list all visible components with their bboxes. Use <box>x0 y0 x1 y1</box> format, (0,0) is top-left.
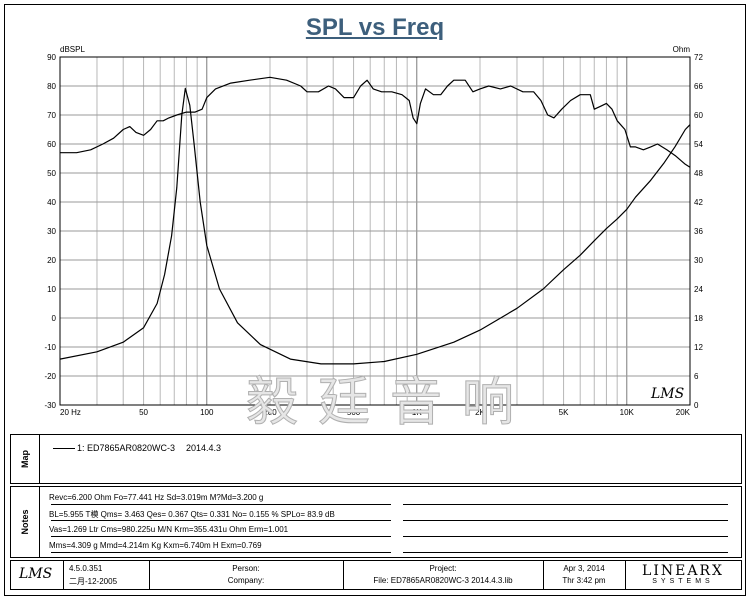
map-label: Map <box>20 450 30 468</box>
build-date-text: 二月-12-2005 <box>69 577 118 586</box>
footer-brand-cell: LINEARX SYSTEMS <box>625 561 741 589</box>
linearx-logo: LINEARX <box>642 563 724 579</box>
x-tick-label: 100 <box>200 408 214 417</box>
right-y-tick-label: 66 <box>694 82 703 91</box>
note-rule <box>403 552 728 553</box>
linearx-subtitle: SYSTEMS <box>652 578 714 585</box>
x-tick-label: 5K <box>559 408 569 417</box>
lms-logo: LMS <box>19 566 53 582</box>
legend-swatch <box>53 448 75 449</box>
company-label: Company: <box>227 576 265 585</box>
notes-label: Notes <box>20 509 30 535</box>
x-tick-label: 500 <box>347 408 361 417</box>
lms-mark: LMS <box>650 386 684 402</box>
plot-grid <box>60 57 690 405</box>
left-y-tick-label: 10 <box>47 285 56 294</box>
right-axis-unit-label: Ohm <box>673 45 691 54</box>
version-text: 4.5.0.351 <box>69 564 103 573</box>
note-rule <box>403 504 728 505</box>
project-label: Project: <box>429 564 457 573</box>
series-lines <box>59 76 691 365</box>
left-y-tick-label: -20 <box>44 372 56 381</box>
left-y-tick-label: 80 <box>47 82 56 91</box>
left-y-tick-label: 60 <box>47 140 56 149</box>
x-tick-label: 20 Hz <box>60 408 81 417</box>
left-y-tick-label: 40 <box>47 198 56 207</box>
watermark-text: 毅廷音响 <box>246 373 534 430</box>
left-y-tick-label: 90 <box>47 53 56 62</box>
footer-date-cell: Apr 3, 2014 Thr 3:42 pm <box>543 561 626 589</box>
footer-project-cell: Project: File: ED7865AR0820WC-3 2014.4.3… <box>343 561 544 589</box>
print-time: Thr 3:42 pm <box>562 576 606 585</box>
axis-ticks: 20 Hz 50 100 200 500 1K 2K 5K 10K 20K-30-20-10010… <box>44 53 703 417</box>
page-frame <box>4 4 746 596</box>
note-rule <box>51 536 391 537</box>
notes-panel: Notes Revc=6.200 Ohm Fo=77.441 Hz Sd=3.0… <box>10 486 742 558</box>
notes-side-label: Notes <box>11 487 40 557</box>
left-y-tick-label: 0 <box>52 314 57 323</box>
spl-impedance-chart: 20 Hz 50 100 200 500 1K 2K 5K 10K 20K-30-20-10010… <box>44 45 703 430</box>
right-y-tick-label: 72 <box>694 53 703 62</box>
legend-date: 2014.4.3 <box>186 443 222 453</box>
left-y-tick-label: -30 <box>44 401 56 410</box>
plot-area-border <box>59 56 691 406</box>
right-y-tick-label: 24 <box>694 285 703 294</box>
note-rule <box>51 552 391 553</box>
x-tick-label: 200 <box>263 408 277 417</box>
note-line-4: Mms=4.309 g Mmd=4.214m Kg Kxm=6.740m H E… <box>49 541 262 550</box>
note-line-1: Revc=6.200 Ohm Fo=77.441 Hz Sd=3.019m M?… <box>49 493 264 502</box>
title-block-footer: LMS 4.5.0.351 二月-12-2005 Person: Company… <box>10 560 742 590</box>
right-y-tick-label: 30 <box>694 256 703 265</box>
note-line-2: BL=5.955 T模 Qms= 3.463 Qes= 0.367 Qts= 0… <box>49 510 335 519</box>
right-y-tick-label: 48 <box>694 169 703 178</box>
map-side-label: Map <box>11 435 40 483</box>
right-y-tick-label: 54 <box>694 140 703 149</box>
right-y-tick-label: 6 <box>694 372 699 381</box>
left-axis-unit-label: dBSPL <box>60 45 85 54</box>
left-y-tick-label: -10 <box>44 343 56 352</box>
right-y-tick-label: 42 <box>694 198 703 207</box>
note-rule <box>51 504 391 505</box>
footer-logo-cell: LMS <box>11 561 64 589</box>
footer-person-cell: Person: Company: <box>149 561 344 589</box>
footer-version-cell: 4.5.0.351 二月-12-2005 <box>63 561 150 589</box>
x-tick-label: 10K <box>620 408 635 417</box>
right-y-tick-label: 18 <box>694 314 703 323</box>
print-date: Apr 3, 2014 <box>563 564 605 573</box>
left-y-tick-label: 30 <box>47 227 56 236</box>
person-label: Person: <box>232 564 260 573</box>
chart-title: SPL vs Freq <box>305 14 445 41</box>
right-y-tick-label: 36 <box>694 227 703 236</box>
note-rule <box>403 536 728 537</box>
note-rule <box>51 520 391 521</box>
map-panel: Map 1: ED7865AR0820WC-3 2014.4.3 <box>10 434 742 484</box>
right-y-tick-label: 0 <box>694 401 699 410</box>
left-y-tick-label: 50 <box>47 169 56 178</box>
impedance-line <box>59 87 691 365</box>
legend-entry: 1: ED7865AR0820WC-3 <box>77 443 176 453</box>
note-rule <box>403 520 728 521</box>
x-tick-label: 50 <box>139 408 148 417</box>
x-tick-label: 1K <box>412 408 422 417</box>
x-tick-label: 2K <box>475 408 485 417</box>
right-y-tick-label: 12 <box>694 343 703 352</box>
note-line-3: Vas=1.269 Ltr Cms=980.225u M/N Krm=355.4… <box>49 525 289 534</box>
left-y-tick-label: 20 <box>47 256 56 265</box>
spl-line <box>60 76 691 168</box>
right-y-tick-label: 60 <box>694 111 703 120</box>
project-file: File: ED7865AR0820WC-3 2014.4.3.lib <box>373 576 513 585</box>
x-tick-label: 20K <box>676 408 691 417</box>
left-y-tick-label: 70 <box>47 111 56 120</box>
